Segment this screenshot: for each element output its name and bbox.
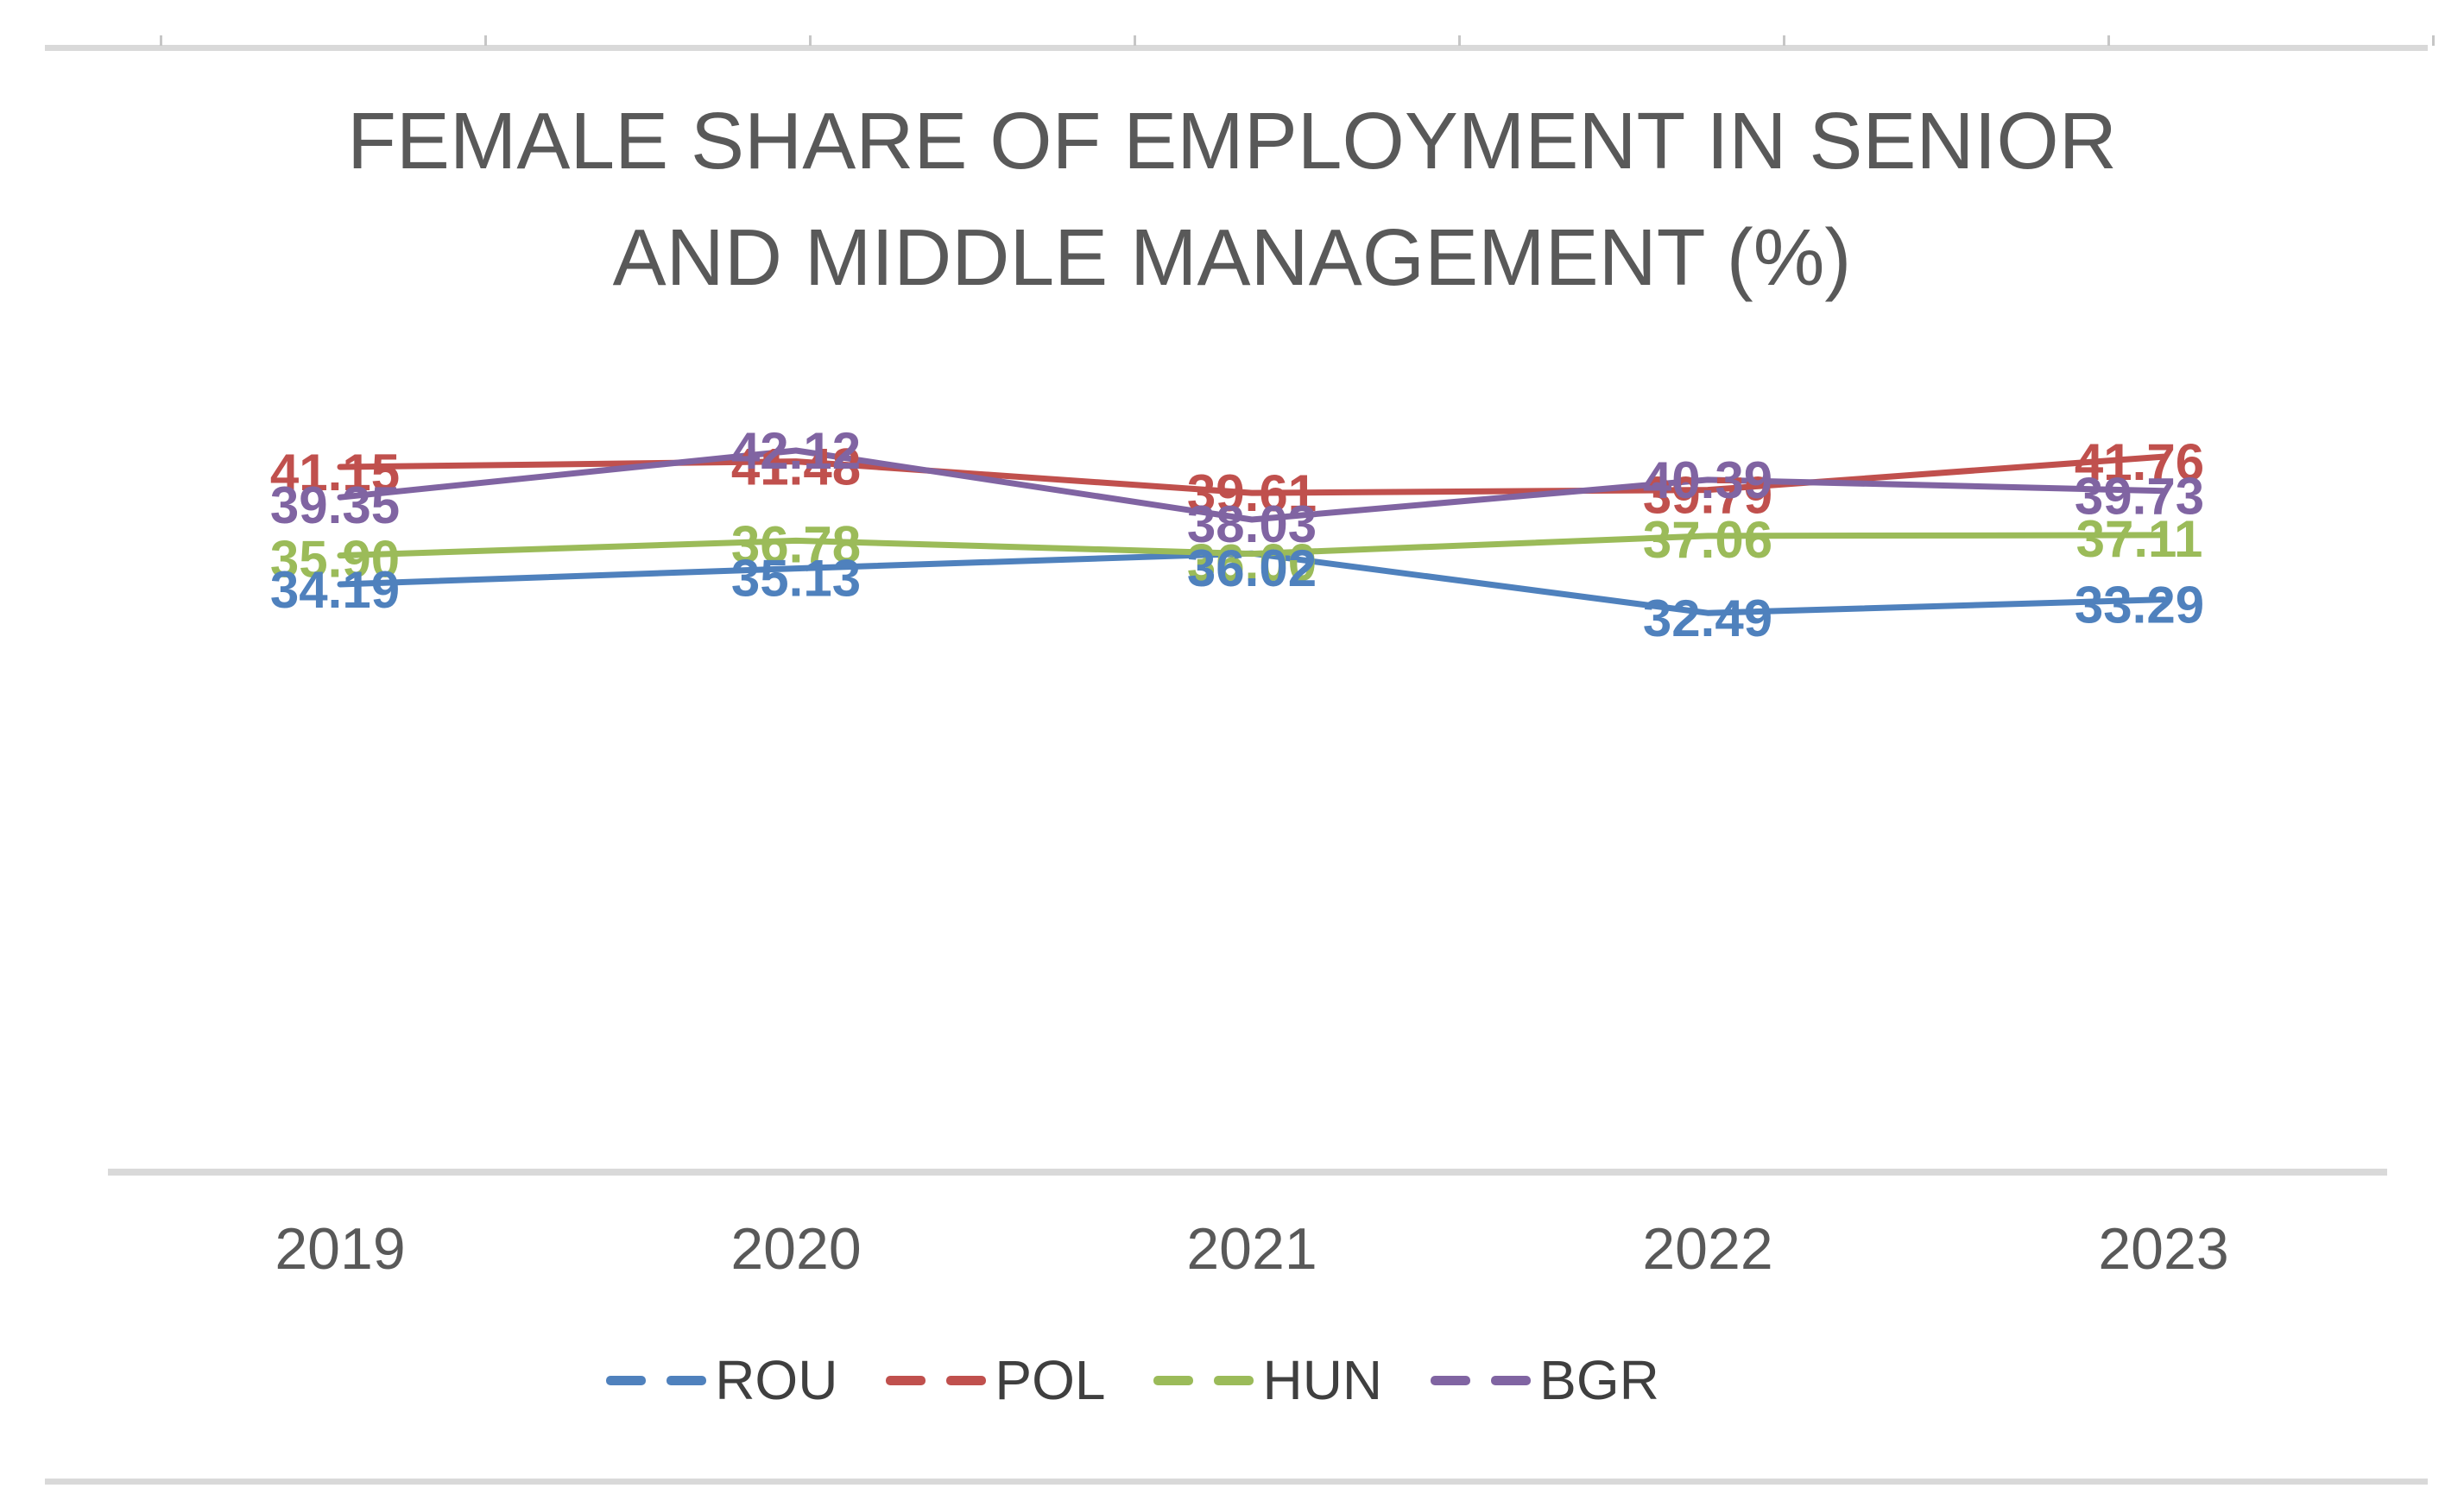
data-label-BGR-2023: 39.73 bbox=[2075, 468, 2204, 526]
legend-item-BGR: BGR bbox=[1431, 1348, 1659, 1412]
ruler-tick bbox=[809, 35, 812, 46]
legend-dash-icon-POL bbox=[946, 1375, 987, 1385]
data-label-POL-2019: 41.15 bbox=[270, 444, 400, 501]
data-label-POL-2021: 39.61 bbox=[1187, 464, 1317, 522]
legend-label-HUN: HUN bbox=[1262, 1349, 1383, 1411]
ruler-tick bbox=[1458, 35, 1461, 46]
ruler-tick bbox=[2107, 35, 2110, 46]
ruler-tick bbox=[2432, 35, 2435, 46]
chart-legend: ROU POL HUN BGR bbox=[0, 1348, 2365, 1412]
ruler-tick bbox=[160, 35, 162, 46]
x-axis-label-2023: 2023 bbox=[2098, 1216, 2228, 1282]
legend-item-HUN: HUN bbox=[1153, 1348, 1382, 1412]
legend-dash-icon-HUN bbox=[1153, 1375, 1194, 1385]
legend-label-ROU: ROU bbox=[715, 1349, 838, 1411]
legend-dash-icon-HUN bbox=[1214, 1375, 1254, 1385]
bottom-border-rule bbox=[45, 1479, 2428, 1485]
legend-dash-icon-ROU bbox=[667, 1375, 707, 1385]
series-line-HUN bbox=[337, 532, 2167, 559]
ruler-tick bbox=[1783, 35, 1785, 46]
data-label-BGR-2021: 38.03 bbox=[1187, 495, 1317, 553]
data-label-HUN-2021: 36.00 bbox=[1187, 534, 1317, 592]
data-label-ROU-2023: 33.29 bbox=[2075, 577, 2204, 634]
data-label-HUN-2020: 36.78 bbox=[731, 515, 861, 573]
chart-title: FEMALE SHARE OF EMPLOYMENT IN SENIOR AND… bbox=[347, 96, 2117, 302]
data-label-HUN-2023: 37.11 bbox=[2076, 510, 2203, 568]
x-axis-label-2022: 2022 bbox=[1642, 1216, 1772, 1282]
legend-label-POL: POL bbox=[995, 1349, 1106, 1411]
data-label-POL-2023: 41.76 bbox=[2075, 433, 2204, 491]
legend-dash-icon-ROU bbox=[606, 1375, 647, 1385]
data-label-HUN-2019: 35.90 bbox=[270, 531, 400, 589]
data-label-POL-2020: 41.48 bbox=[731, 438, 861, 496]
series-line-BGR bbox=[337, 447, 2167, 523]
ruler-tick bbox=[1134, 35, 1136, 46]
data-label-BGR-2022: 40.39 bbox=[1643, 451, 1772, 509]
legend-dash-icon-POL bbox=[886, 1375, 926, 1385]
data-label-ROU-2021: 36.02 bbox=[1187, 539, 1317, 597]
legend-label-BGR: BGR bbox=[1539, 1349, 1659, 1411]
data-label-BGR-2020: 42.12 bbox=[731, 422, 861, 480]
x-axis-label-2021: 2021 bbox=[1186, 1216, 1317, 1282]
data-label-BGR-2019: 39.35 bbox=[270, 476, 400, 534]
legend-item-ROU: ROU bbox=[606, 1348, 837, 1412]
legend-item-POL: POL bbox=[886, 1348, 1105, 1412]
data-label-POL-2022: 39.79 bbox=[1643, 467, 1772, 525]
data-label-ROU-2019: 34.19 bbox=[270, 561, 400, 619]
x-axis-label-2019: 2019 bbox=[275, 1216, 405, 1282]
legend-dash-icon-BGR bbox=[1431, 1375, 1471, 1385]
ruler-tick bbox=[484, 35, 487, 46]
data-label-ROU-2020: 35.13 bbox=[731, 550, 861, 608]
data-label-ROU-2022: 32.49 bbox=[1643, 590, 1772, 647]
top-border-rule bbox=[45, 45, 2428, 51]
legend-dash-icon-BGR bbox=[1491, 1375, 1532, 1385]
data-label-HUN-2022: 37.06 bbox=[1643, 511, 1772, 569]
x-axis-label-2020: 2020 bbox=[730, 1216, 861, 1282]
